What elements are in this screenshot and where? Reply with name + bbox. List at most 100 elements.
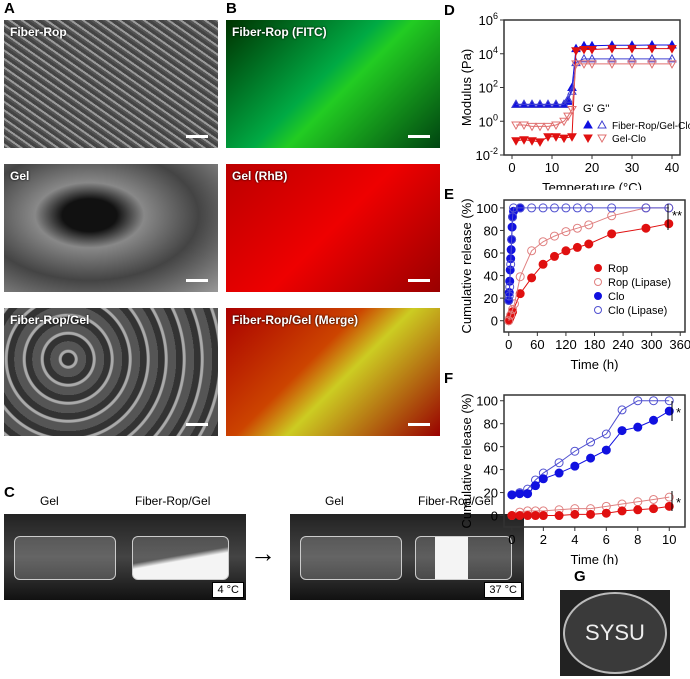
x-tick-label: 10	[662, 532, 676, 547]
data-point	[586, 509, 596, 519]
legend-label: Clo	[608, 291, 625, 303]
data-point	[504, 316, 514, 326]
data-point	[572, 242, 582, 252]
data-point	[601, 508, 611, 518]
data-point	[572, 223, 582, 233]
data-point	[627, 45, 637, 54]
petri-dish-photo: SYSU	[560, 590, 670, 676]
data-point	[559, 134, 569, 144]
data-point	[527, 203, 537, 213]
panel-label-a: A	[4, 0, 15, 17]
x-tick-label: 4	[571, 532, 578, 547]
data-point	[527, 99, 537, 108]
data-point	[586, 453, 596, 463]
x-tick-label: 40	[665, 160, 679, 175]
data-point	[664, 203, 674, 213]
legend-marker	[594, 278, 602, 286]
data-point	[641, 203, 651, 213]
vial-photo-37c: 37 °C	[290, 514, 524, 600]
data-point	[551, 133, 561, 142]
data-point	[641, 223, 651, 233]
data-point	[570, 509, 580, 519]
series-line	[516, 44, 672, 105]
data-point	[504, 295, 514, 305]
data-point	[563, 112, 573, 122]
data-point	[551, 99, 561, 108]
data-point	[538, 474, 548, 484]
data-point	[607, 60, 617, 69]
data-point	[664, 406, 674, 416]
data-point	[617, 506, 627, 516]
data-point	[507, 511, 517, 521]
x-tick-label: 2	[540, 532, 547, 547]
fluorescence-image-fitc: Fiber-Rop (FITC)	[226, 20, 440, 148]
data-point	[561, 246, 571, 256]
y-tick-label: 100	[479, 112, 498, 129]
y-tick-label: 10-2	[476, 146, 498, 163]
data-point	[607, 203, 617, 213]
sem-image-fiber-rop: Fiber-Rop	[4, 20, 218, 148]
panel-label-e: E	[444, 186, 455, 203]
data-point	[511, 121, 521, 131]
data-point	[579, 53, 589, 63]
data-point	[507, 490, 517, 500]
y-tick-label: 80	[484, 417, 498, 432]
data-point	[538, 511, 548, 521]
dish-text: SYSU	[563, 592, 667, 674]
y-tick-label: 20	[484, 291, 498, 306]
data-point	[567, 133, 577, 142]
y-tick-label: 40	[484, 463, 498, 478]
data-point	[554, 468, 564, 478]
scale-bar	[186, 423, 208, 426]
legend-marker	[597, 134, 607, 144]
data-point	[601, 429, 611, 439]
legend-marker	[594, 292, 602, 300]
data-point	[551, 121, 561, 131]
data-point	[587, 45, 597, 55]
x-axis-label: Time (h)	[571, 357, 619, 372]
data-point	[664, 501, 674, 511]
data-point	[511, 137, 521, 146]
data-point	[530, 511, 540, 521]
panel-label-b: B	[226, 0, 237, 17]
data-point	[570, 446, 580, 456]
y-tick-label: 106	[479, 11, 498, 28]
data-point	[519, 136, 529, 145]
data-point	[559, 99, 569, 108]
data-point	[633, 505, 643, 515]
data-point	[627, 60, 637, 69]
scale-bar	[408, 423, 430, 426]
panel-label-c: C	[4, 484, 15, 501]
significance-annotation: **	[672, 208, 682, 223]
y-tick-label: 0	[491, 509, 498, 524]
data-point	[607, 229, 617, 239]
data-point	[504, 291, 514, 301]
legend-marker	[597, 119, 607, 129]
x-tick-label: 8	[634, 532, 641, 547]
legend-label: Rop (Lipase)	[608, 277, 671, 289]
image-label: Gel (RhB)	[232, 169, 288, 183]
legend-marker	[583, 119, 593, 129]
legend-marker	[594, 264, 602, 272]
y-axis-label: Modulus (Pa)	[459, 49, 474, 126]
y-tick-label: 0	[491, 314, 498, 329]
photo-label-gel-37c: Gel	[325, 494, 344, 508]
data-point	[554, 458, 564, 468]
data-point	[664, 219, 674, 229]
x-tick-label: 300	[641, 337, 663, 352]
sem-image-fiber-rop-gel: Fiber-Rop/Gel	[4, 308, 218, 436]
x-tick-label: 120	[555, 337, 577, 352]
panel-label-f: F	[444, 370, 454, 387]
vial-gel	[300, 536, 402, 580]
data-point	[607, 53, 617, 63]
data-point	[649, 396, 659, 406]
y-tick-label: 80	[484, 223, 498, 238]
y-tick-label: 104	[479, 45, 498, 62]
x-tick-label: 20	[585, 160, 599, 175]
data-point	[505, 282, 515, 292]
data-point	[527, 137, 537, 146]
scale-bar	[408, 279, 430, 282]
data-point	[567, 105, 577, 115]
vial-photo-4c: 4 °C	[4, 514, 246, 600]
